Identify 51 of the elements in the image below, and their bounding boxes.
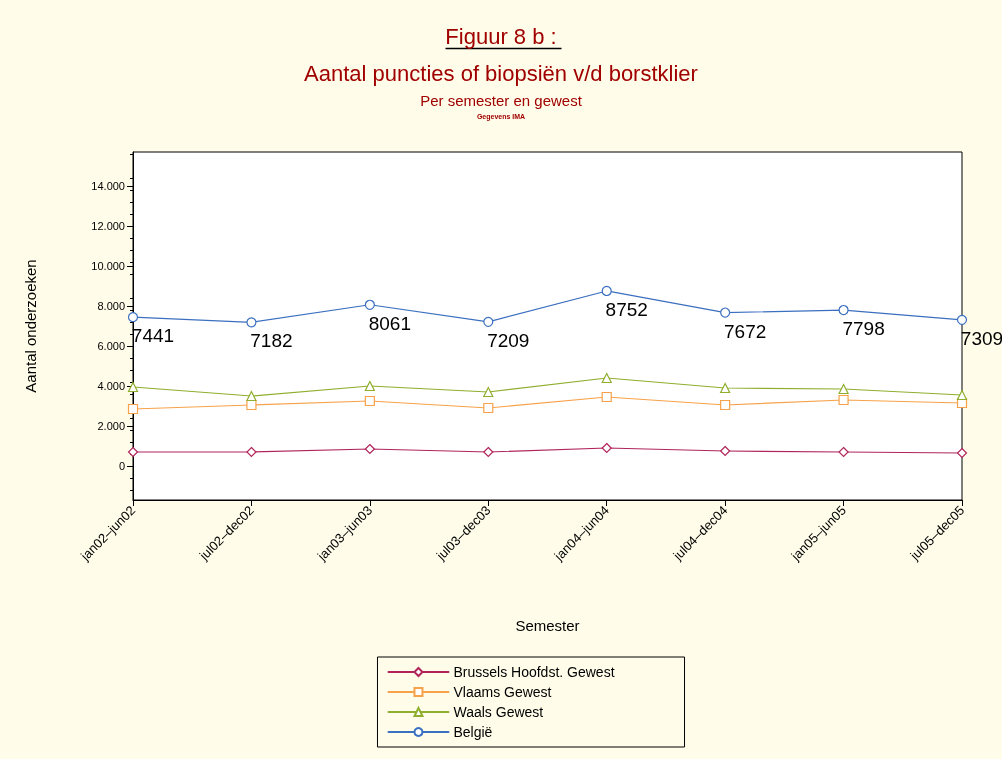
point — [364, 395, 375, 407]
point — [601, 391, 612, 403]
y-tick-label: 12.000 — [91, 220, 125, 232]
y-tick-label: 10.000 — [91, 260, 125, 272]
point — [956, 389, 968, 401]
point — [838, 304, 849, 316]
legend-label: België — [453, 724, 493, 740]
legend-label: Vlaams Gewest — [453, 684, 552, 700]
text: Per semester en gewest — [420, 92, 583, 109]
data-label: 8752 — [605, 299, 648, 321]
point — [483, 402, 494, 414]
point — [127, 403, 139, 415]
point — [720, 399, 731, 411]
y-tick-label: 8.000 — [97, 300, 125, 312]
point — [838, 383, 849, 395]
data-label: 7182 — [250, 330, 293, 352]
point — [838, 394, 849, 406]
y-tick-label: 14.000 — [91, 180, 125, 192]
point — [127, 312, 139, 323]
data-label: 7672 — [724, 320, 767, 342]
point — [720, 445, 731, 457]
point — [364, 299, 375, 310]
point — [483, 386, 494, 398]
point — [483, 316, 494, 327]
data-label: 7209 — [487, 329, 530, 351]
data-label: 7309 — [960, 327, 1002, 349]
point — [246, 390, 257, 402]
y-tick-label: 6.000 — [97, 340, 125, 352]
chart-title: Figuur 8 b : — [445, 23, 557, 49]
y-axis-title: Aantal onderzoeken — [22, 259, 39, 393]
legend-label: Brussels Hoofdst. Gewest — [453, 664, 615, 680]
point — [364, 380, 375, 392]
data-label: 7798 — [842, 318, 885, 340]
point — [720, 307, 731, 318]
point — [956, 314, 968, 325]
point — [127, 446, 139, 458]
chart-subtitle: Aantal puncties of biopsiën v/d borstklier — [304, 60, 698, 86]
point — [601, 442, 612, 454]
point — [720, 382, 731, 394]
point — [246, 317, 257, 328]
legend-label: Waals Gewest — [453, 704, 544, 720]
point — [601, 285, 612, 297]
y-tick-label: 2.000 — [97, 420, 125, 432]
y-tick-label: 0 — [118, 460, 125, 472]
y-tick-label: 4.000 — [97, 380, 125, 392]
point — [483, 446, 494, 458]
point — [956, 447, 968, 459]
x-axis-title: Semester — [515, 617, 580, 634]
point — [364, 443, 375, 455]
point — [601, 372, 612, 384]
data-label: 8061 — [368, 312, 411, 334]
